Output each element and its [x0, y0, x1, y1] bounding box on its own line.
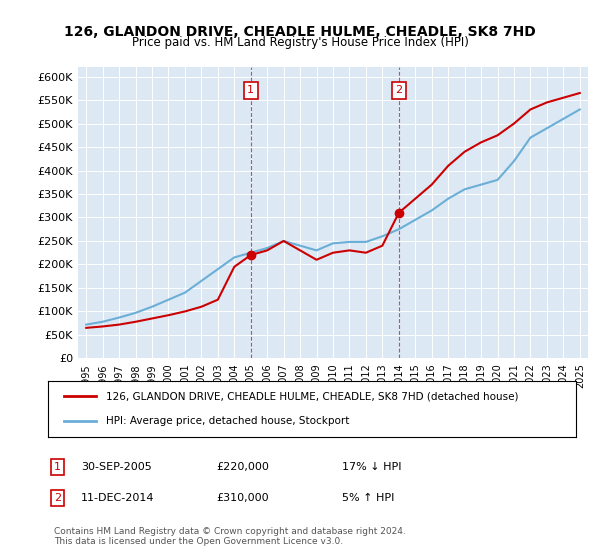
Text: 1: 1 [54, 462, 61, 472]
Text: Contains HM Land Registry data © Crown copyright and database right 2024.
This d: Contains HM Land Registry data © Crown c… [54, 526, 406, 546]
Text: 2: 2 [395, 86, 403, 96]
Text: 17% ↓ HPI: 17% ↓ HPI [342, 462, 401, 472]
Text: 30-SEP-2005: 30-SEP-2005 [81, 462, 152, 472]
Text: 1: 1 [247, 86, 254, 96]
Text: 5% ↑ HPI: 5% ↑ HPI [342, 493, 394, 503]
Text: £220,000: £220,000 [216, 462, 269, 472]
Text: 126, GLANDON DRIVE, CHEADLE HULME, CHEADLE, SK8 7HD (detached house): 126, GLANDON DRIVE, CHEADLE HULME, CHEAD… [106, 391, 518, 402]
Text: 126, GLANDON DRIVE, CHEADLE HULME, CHEADLE, SK8 7HD: 126, GLANDON DRIVE, CHEADLE HULME, CHEAD… [64, 25, 536, 39]
Text: 2: 2 [54, 493, 61, 503]
Text: 11-DEC-2014: 11-DEC-2014 [81, 493, 155, 503]
Text: £310,000: £310,000 [216, 493, 269, 503]
Text: Price paid vs. HM Land Registry's House Price Index (HPI): Price paid vs. HM Land Registry's House … [131, 36, 469, 49]
Text: HPI: Average price, detached house, Stockport: HPI: Average price, detached house, Stoc… [106, 416, 349, 426]
